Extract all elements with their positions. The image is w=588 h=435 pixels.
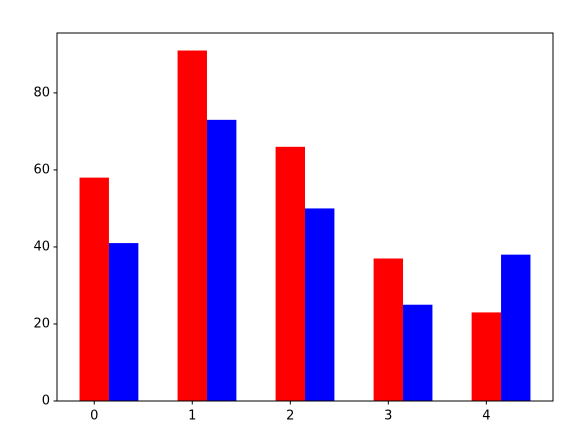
y-tick-label: 20	[33, 316, 50, 331]
bar	[177, 50, 207, 402]
x-tick-label: 2	[286, 409, 294, 424]
x-tick-label: 1	[188, 409, 196, 424]
x-tick-label: 0	[90, 409, 98, 424]
bar	[305, 208, 335, 401]
plot-frame	[56, 32, 554, 402]
bar	[206, 119, 237, 402]
x-tick-label: 3	[384, 409, 392, 424]
x-tick-label: 4	[482, 409, 490, 424]
y-tick-label: 0	[42, 394, 50, 409]
y-tick-label: 80	[33, 85, 50, 100]
bar	[275, 146, 305, 401]
bar	[403, 304, 433, 401]
bar	[108, 243, 139, 401]
y-tick-label: 60	[33, 162, 50, 177]
y-tick-label: 40	[33, 239, 50, 254]
bar	[501, 254, 531, 401]
bar	[79, 177, 109, 401]
bar	[471, 312, 502, 401]
bar	[373, 258, 404, 401]
